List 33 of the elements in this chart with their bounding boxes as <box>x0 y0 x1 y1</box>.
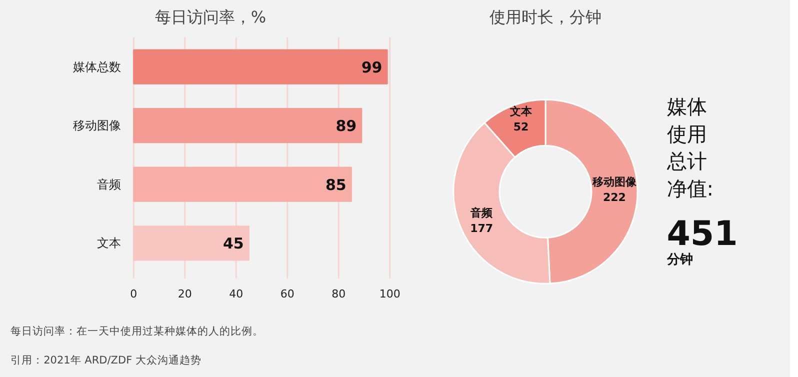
y-tick-label: 媒体总数 <box>72 60 121 74</box>
text: 每日访问率：在一天中使用过某种媒体的人的比例。 <box>10 324 264 338</box>
data-label: 85 <box>325 176 346 194</box>
bar <box>133 166 352 202</box>
data-label: 52 <box>513 120 529 134</box>
x-tick-label: 40 <box>229 288 244 301</box>
bar <box>133 49 388 84</box>
y-tick-label: 音频 <box>96 177 121 192</box>
slice-label: 文本 <box>509 104 534 118</box>
chart-title: 每日访问率，% <box>154 8 266 26</box>
x-tick-label: 20 <box>178 288 192 301</box>
text: 总计 <box>666 149 707 174</box>
y-tick-label: 移动图像 <box>72 118 121 133</box>
x-tick-label: 60 <box>280 288 294 301</box>
x-tick-label: 0 <box>130 288 138 301</box>
x-tick-label: 80 <box>332 288 346 301</box>
text: 净值: <box>666 176 714 200</box>
data-label: 99 <box>361 58 382 76</box>
data-label: 89 <box>336 117 357 136</box>
text: 引用：2021年 ARD/ZDF 大众沟通趋势 <box>10 354 202 367</box>
chart-title: 使用时长，分钟 <box>490 8 602 26</box>
slice-label: 移动图像 <box>591 175 638 188</box>
y-tick-label: 文本 <box>96 236 121 250</box>
text: 分钟 <box>666 252 693 268</box>
data-label: 177 <box>470 222 494 236</box>
slice-label: 音频 <box>470 206 494 220</box>
bar <box>133 108 362 144</box>
data-label: 222 <box>603 191 626 204</box>
text: 使用 <box>666 122 707 146</box>
data-label: 45 <box>222 234 244 253</box>
x-tick-label: 100 <box>379 288 400 301</box>
text: 媒体 <box>666 94 707 119</box>
bar <box>133 226 250 261</box>
